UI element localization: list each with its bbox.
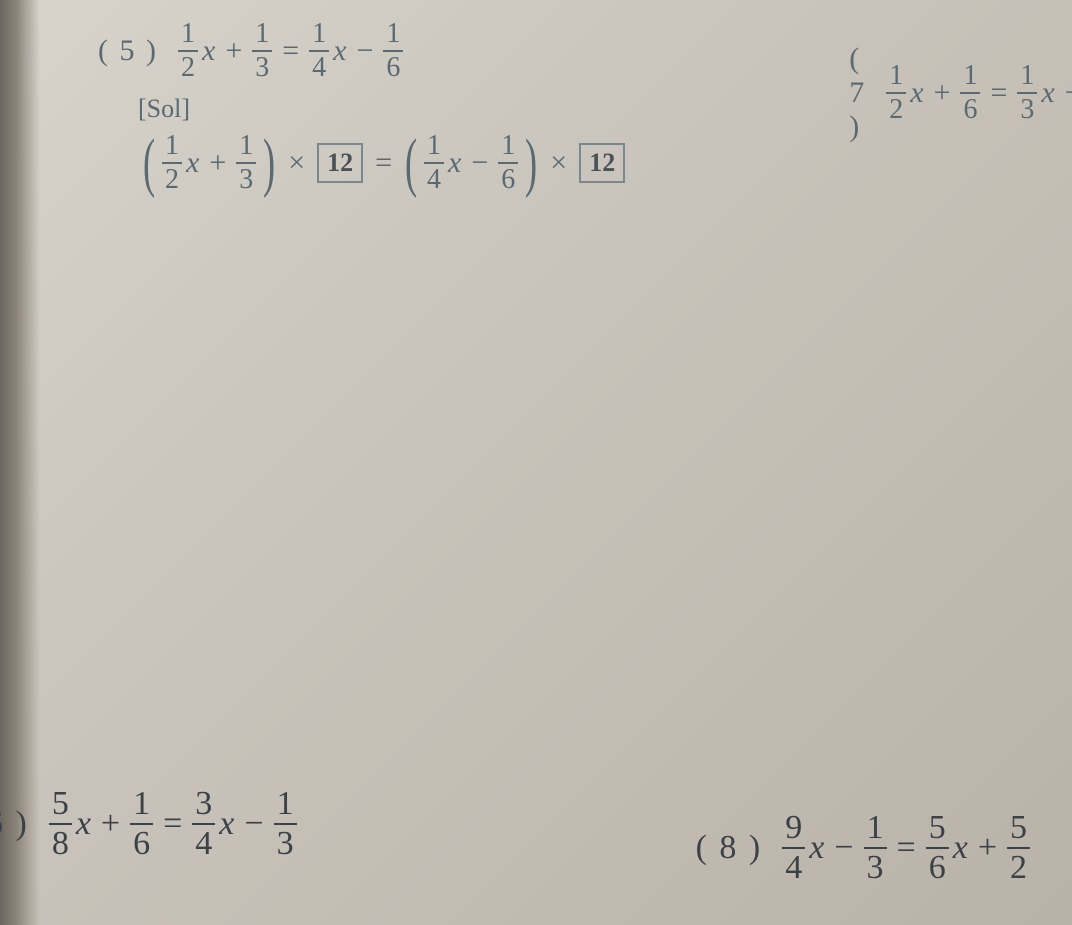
problem-7: ( 7 ) 1 2 x + 1 6 = 1 3 xyxy=(849,42,1072,144)
solution-label: [Sol] xyxy=(138,94,629,124)
plus-operator: + xyxy=(934,76,951,110)
equals-operator: = xyxy=(375,146,392,180)
fraction: 1 6 xyxy=(498,132,518,194)
problem-6: 6 ) 5 8 x + 1 6 = 3 4 xyxy=(0,787,299,861)
plus-operator: + xyxy=(978,829,997,867)
variable-x: x xyxy=(333,34,346,68)
minus-operator: − xyxy=(356,34,373,68)
fraction: 1 6 xyxy=(960,62,980,124)
variable-x: x xyxy=(219,805,234,843)
problem-8-block: ( 8 ) 9 4 x − 1 3 = 5 6 xyxy=(696,811,1032,885)
fraction: 1 6 xyxy=(383,20,403,82)
problem-number: ( 5 ) xyxy=(98,34,158,68)
times-operator: × xyxy=(288,146,305,180)
plus-operator: + xyxy=(209,146,226,180)
problem-8: ( 8 ) 9 4 x − 1 3 = 5 6 xyxy=(696,811,1032,885)
fraction: 1 4 xyxy=(424,132,444,194)
equals-operator: = xyxy=(282,34,299,68)
fraction: 5 6 xyxy=(926,811,949,885)
right-paren: ) xyxy=(525,137,537,190)
variable-x: x xyxy=(953,829,968,867)
left-paren: ( xyxy=(405,137,417,190)
solution-line: ( 1 2 x + 1 3 ) × 12 = ( 1 xyxy=(138,132,629,194)
variable-x: x xyxy=(910,76,923,110)
problem-7-block: ( 7 ) 1 2 x + 1 6 = 1 3 xyxy=(849,42,1072,144)
equals-operator: = xyxy=(990,76,1007,110)
variable-x: x xyxy=(186,146,199,180)
answer-box[interactable]: 12 xyxy=(317,143,363,183)
plus-operator: + xyxy=(101,805,120,843)
fraction: 1 3 xyxy=(864,811,887,885)
fraction: 1 3 xyxy=(252,20,272,82)
fraction: 1 3 xyxy=(236,132,256,194)
right-paren: ) xyxy=(263,137,275,190)
left-paren: ( xyxy=(143,137,155,190)
problem-row-top: ( 5 ) 1 2 x + 1 3 = 1 4 xyxy=(60,20,1022,194)
problem-5: ( 5 ) 1 2 x + 1 3 = 1 4 xyxy=(98,20,629,82)
fraction: 9 4 xyxy=(782,811,805,885)
problem-6-block: 6 ) 5 8 x + 1 6 = 3 4 xyxy=(0,787,299,861)
fraction: 1 4 xyxy=(309,20,329,82)
fraction: 1 2 xyxy=(886,62,906,124)
fraction: 1 3 xyxy=(274,787,297,861)
plus-operator: + xyxy=(225,34,242,68)
equals-operator: = xyxy=(897,829,916,867)
fraction: 3 4 xyxy=(192,787,215,861)
times-operator: × xyxy=(550,146,567,180)
fraction: 5 2 xyxy=(1007,811,1030,885)
fraction: 5 8 xyxy=(49,787,72,861)
equals-operator: = xyxy=(163,805,182,843)
problem-number: 6 ) xyxy=(0,805,29,843)
problem-number: ( 8 ) xyxy=(696,829,763,867)
minus-operator: − xyxy=(471,146,488,180)
problem-row-bottom: 6 ) 5 8 x + 1 6 = 3 4 xyxy=(0,787,1032,885)
answer-box[interactable]: 12 xyxy=(579,143,625,183)
fraction: 1 2 xyxy=(162,132,182,194)
variable-x: x xyxy=(448,146,461,180)
worksheet-content: ( 5 ) 1 2 x + 1 3 = 1 4 xyxy=(0,0,1072,925)
minus-operator: − xyxy=(1065,76,1072,110)
problem-5-block: ( 5 ) 1 2 x + 1 3 = 1 4 xyxy=(98,20,629,194)
fraction: 1 3 xyxy=(1017,62,1037,124)
fraction: 1 6 xyxy=(130,787,153,861)
minus-operator: − xyxy=(244,805,263,843)
problem-number: ( 7 ) xyxy=(849,42,866,144)
variable-x: x xyxy=(1041,76,1054,110)
variable-x: x xyxy=(809,829,824,867)
variable-x: x xyxy=(202,34,215,68)
minus-operator: − xyxy=(834,829,853,867)
fraction: 1 2 xyxy=(178,20,198,82)
variable-x: x xyxy=(76,805,91,843)
